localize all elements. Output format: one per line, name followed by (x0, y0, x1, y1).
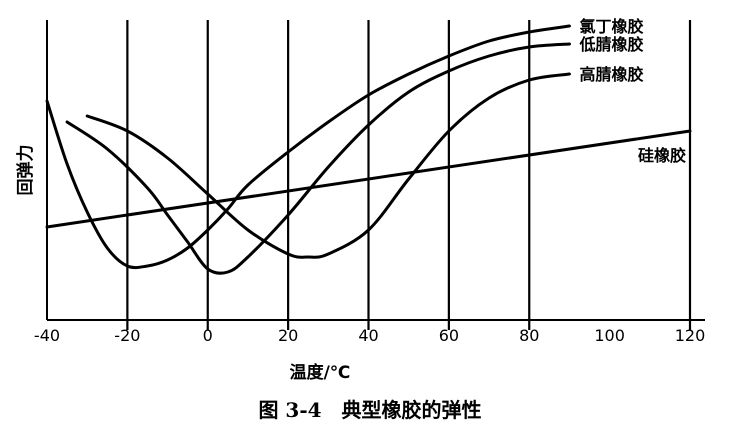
x-tick-label: 40 (358, 326, 378, 345)
series-line (45, 129, 692, 229)
y-axis-label: 回弹力 (15, 145, 36, 196)
x-tick-label: -40 (34, 326, 60, 345)
x-tick-label: 60 (439, 326, 459, 345)
x-tick-label: 120 (675, 326, 706, 345)
series-label: 硅橡胶 (638, 146, 686, 165)
series-line (85, 72, 571, 259)
series-line (65, 42, 571, 275)
x-tick-labels: -40 -20 0 20 40 60 80 100 120 (34, 326, 705, 345)
series-lines (45, 24, 692, 275)
series-label: 氯丁橡胶 (579, 17, 643, 36)
x-tick-label: 0 (203, 326, 213, 345)
x-tick-label: -20 (114, 326, 140, 345)
series-label: 低腈橡胶 (578, 35, 643, 54)
x-axis-label: 温度/℃ (290, 362, 351, 383)
series-line (45, 24, 571, 270)
figure-caption: 图 3-4 典型橡胶的弹性 (258, 398, 481, 422)
x-tick-label: 20 (278, 326, 298, 345)
series-label: 高腈橡胶 (579, 65, 643, 84)
x-tick-label: 100 (594, 326, 625, 345)
x-tick-label: 80 (519, 326, 539, 345)
